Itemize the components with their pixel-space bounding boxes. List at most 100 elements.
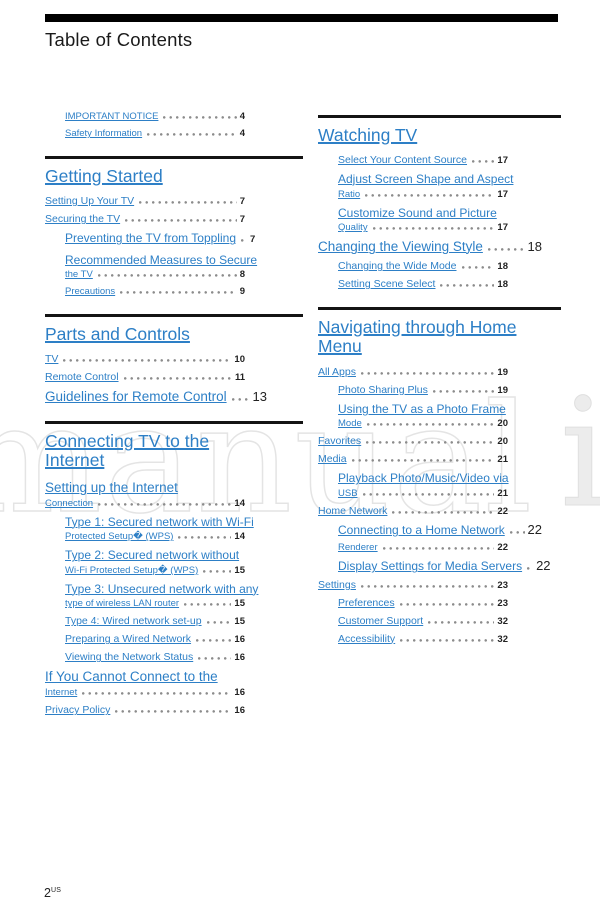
toc-entry-link[interactable]: Precautions <box>65 286 116 298</box>
toc-entry-link[interactable]: If You Cannot Connect to the <box>45 669 218 685</box>
toc-entry-link[interactable]: Accessibility <box>338 632 396 645</box>
page-number: 17 <box>497 155 508 167</box>
toc-entry: Type 1: Secured network with Wi-Fi <box>45 515 303 530</box>
toc-entry-link[interactable]: Setting Scene Select <box>338 278 436 291</box>
toc-entry-link[interactable]: Favorites <box>318 435 362 448</box>
toc-entry-link[interactable]: Privacy Policy <box>45 704 111 717</box>
toc-entry-link[interactable]: Internet <box>45 687 78 699</box>
page-number: 20 <box>497 436 508 448</box>
toc-entry-link[interactable]: Securing the TV <box>45 213 121 226</box>
dot-leader <box>509 530 525 534</box>
toc-entry: Privacy Policy 16 <box>45 704 245 717</box>
dot-leader <box>392 510 495 514</box>
toc-entry-link[interactable]: Playback Photo/Music/Video via <box>338 471 509 486</box>
page-number: 9 <box>239 286 245 298</box>
toc-entry-link[interactable]: Home Network <box>318 504 388 517</box>
toc-entry-link[interactable]: Protected Setup� (WPS) <box>65 531 174 543</box>
page-title: Table of Contents <box>45 29 193 50</box>
toc-entry-link[interactable]: Settings <box>318 578 356 591</box>
page-number: 17 <box>497 188 508 200</box>
toc-entry-link[interactable]: the TV <box>65 269 93 281</box>
page-number: 22 <box>536 558 551 574</box>
toc-entry-link[interactable]: Setting Up Your TV <box>45 195 135 208</box>
toc-entry-link[interactable]: Changing the Wide Mode <box>338 260 457 273</box>
toc-entry-link[interactable]: Using the TV as a Photo Frame <box>338 401 506 416</box>
toc-entry: Display Settings for Media Servers 22 <box>318 559 551 574</box>
toc-section-title[interactable]: Watching TV <box>318 124 418 145</box>
toc-entry-link[interactable]: Wi-Fi Protected Setup� (WPS) <box>65 564 199 576</box>
toc-section-title[interactable]: Navigating through Home Menu <box>318 316 517 357</box>
toc-entry-link[interactable]: All Apps <box>318 365 356 378</box>
page-number: 7 <box>239 196 245 208</box>
toc-entry-link[interactable]: Preventing the TV from Toppling <box>65 231 236 246</box>
toc-entry: Setting Scene Select 18 <box>318 278 508 291</box>
toc-entry: Favorites 20 <box>318 435 508 448</box>
toc-entry: Ratio 17 <box>318 189 508 201</box>
toc-entry-link[interactable]: Customer Support <box>338 614 424 627</box>
toc-entry-link[interactable]: Customize Sound and Picture <box>338 205 497 220</box>
dot-leader <box>366 441 495 445</box>
dot-leader <box>372 227 495 231</box>
dot-leader <box>400 638 495 642</box>
page-number: 4 <box>239 128 245 139</box>
toc-entry-link[interactable]: Type 4: Wired network set-up <box>65 615 202 628</box>
toc-entry-link[interactable]: Mode <box>338 418 362 430</box>
toc-entry-link[interactable]: TV <box>45 353 59 366</box>
toc-entry-link[interactable]: Viewing the Network Status <box>65 651 194 664</box>
dot-leader <box>366 423 495 427</box>
toc-section-title[interactable]: Connecting TV to the Internet <box>45 430 210 471</box>
toc-entry-link[interactable]: Changing the Viewing Style <box>318 239 483 255</box>
dot-leader <box>472 160 495 164</box>
toc-entry-link[interactable]: Connecting to a Home Network <box>338 522 505 537</box>
toc-entry-link[interactable]: Remote Control <box>45 371 119 384</box>
dot-leader <box>98 502 232 506</box>
toc-entry-link[interactable]: type of wireless LAN router <box>65 598 180 610</box>
toc-entry: Securing the TV 7 <box>45 213 245 226</box>
toc-entry: Connecting to a Home Network 22 <box>318 522 542 538</box>
dot-leader <box>203 569 232 573</box>
toc-entry-link[interactable]: Quality <box>338 222 368 234</box>
page-number: 18 <box>527 239 542 255</box>
dot-leader <box>63 359 232 363</box>
toc-entry-link[interactable]: Recommended Measures to Secure <box>65 252 258 267</box>
toc-entry-link[interactable]: Setting up the Internet <box>45 479 178 495</box>
page-number: 16 <box>234 705 245 717</box>
toc-section-title[interactable]: Getting Started <box>45 165 163 186</box>
dot-leader <box>139 201 237 205</box>
toc-entry-link[interactable]: Adjust Screen Shape and Aspect <box>338 172 514 187</box>
toc-entry-link[interactable]: Ratio <box>338 188 361 200</box>
toc-entry: Type 2: Secured network without <box>45 548 303 563</box>
toc-entry-link[interactable]: Safety Information <box>65 128 143 139</box>
toc-entry-link[interactable]: Guidelines for Remote Control <box>45 389 227 405</box>
dot-leader <box>115 710 232 714</box>
dot-leader <box>527 567 534 571</box>
page-number: 21 <box>497 454 508 466</box>
toc-entry-link[interactable]: IMPORTANT NOTICE <box>65 111 159 122</box>
toc-entry: Quality 17 <box>318 222 508 234</box>
toc-section-title[interactable]: Parts and Controls <box>45 323 190 344</box>
toc-entry: Photo Sharing Plus 19 <box>318 384 508 397</box>
dot-leader <box>123 377 232 381</box>
toc-entry-link[interactable]: Photo Sharing Plus <box>338 383 428 396</box>
toc-entry-link[interactable]: Type 2: Secured network without <box>65 548 240 563</box>
toc-entry-link[interactable]: Media <box>318 453 347 466</box>
toc-entry-link[interactable]: Preparing a Wired Network <box>65 633 192 646</box>
toc-entry: Adjust Screen Shape and Aspect <box>318 172 561 187</box>
page-number: 15 <box>234 564 245 576</box>
page-number: 16 <box>234 634 245 646</box>
toc-entry-link[interactable]: Select Your Content Source <box>338 154 468 167</box>
toc-entry: Preparing a Wired Network 16 <box>45 633 245 646</box>
toc-entry: Preferences 23 <box>318 597 508 610</box>
dot-leader <box>382 547 495 551</box>
toc-entry: Mode 20 <box>318 418 508 430</box>
toc-entry-link[interactable]: Preferences <box>338 596 395 609</box>
toc-entry-link[interactable]: Renderer <box>338 542 378 554</box>
toc-entry-link[interactable]: USB <box>338 487 358 499</box>
toc-entry-link[interactable]: Connection <box>45 497 94 509</box>
toc-entry-link[interactable]: Type 3: Unsecured network with any <box>65 581 259 596</box>
toc-entry-link[interactable]: Type 1: Secured network with Wi-Fi <box>65 514 254 529</box>
page-number: 14 <box>234 497 245 509</box>
toc-entry-link[interactable]: Display Settings for Media Servers <box>338 559 523 574</box>
page-number: 16 <box>234 652 245 664</box>
